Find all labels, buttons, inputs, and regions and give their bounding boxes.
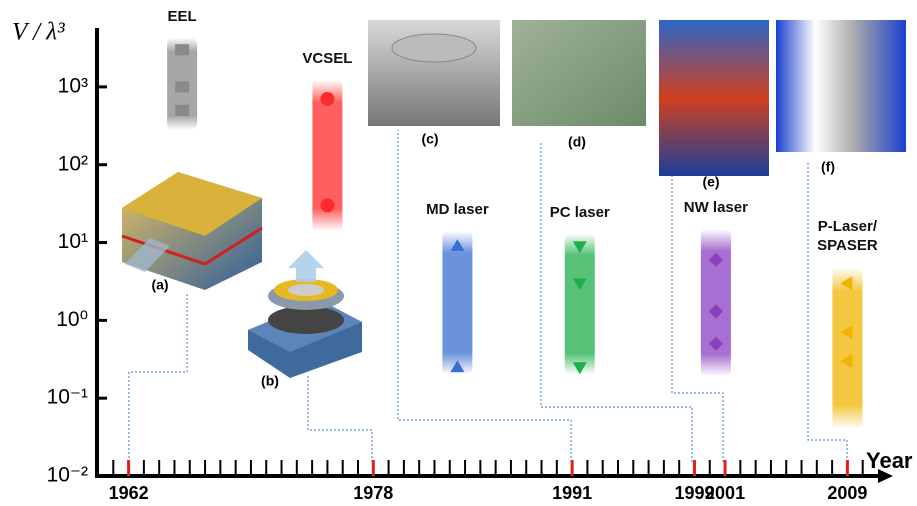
y-tick-label: 10² [58,152,88,175]
y-tick-label: 10¹ [58,230,88,253]
marker [450,239,465,251]
marker [708,336,723,351]
range-bar [442,231,473,375]
marker [840,354,853,369]
connector [807,163,848,462]
marker [320,198,335,213]
connector [671,176,724,462]
y-tick-label: 10⁻² [47,464,88,487]
panel-f-image [776,20,906,152]
connector [397,130,572,462]
series-name: VCSEL [302,49,353,67]
marker [708,304,723,319]
marker [175,104,190,116]
panel-b-device [248,250,362,378]
panel-label: (e) [702,174,719,190]
panel-label: (f) [821,159,835,175]
series-name: PC laser [549,203,610,221]
x-tick-label: 1991 [552,483,592,503]
x-tick-label: 1962 [109,483,149,503]
panel-label: (a) [151,277,168,293]
y-tick-label: 10³ [58,74,88,97]
x-tick-label: 1978 [353,483,393,503]
panel-e-image [659,20,769,176]
x-tick-label: 2001 [705,483,745,503]
series-name: EEL [167,7,197,25]
panel-a-device [121,172,263,290]
range-bar [564,233,595,375]
connector [540,143,693,462]
range-bar [700,228,731,377]
panel-label: (b) [261,373,279,389]
range-bar [832,267,863,430]
panel-label: (d) [568,134,586,150]
y-tick-label: 10⁻¹ [47,386,88,409]
panel-label: (c) [421,131,438,147]
marker [572,278,587,291]
range-bar [312,79,343,232]
series-name: MD laser [426,201,489,219]
marker [320,91,335,106]
marker [708,252,723,267]
y-axis-label: V / λ³ [12,19,65,46]
series-name: P-Laser/ SPASER [817,218,878,255]
connector [307,374,373,462]
x-tick-label: 2009 [827,483,867,503]
marker [572,362,587,375]
connector [128,292,188,462]
marker [175,44,190,56]
panel-c-disk [391,33,477,63]
y-tick-label: 10⁰ [56,308,88,331]
marker [840,276,853,291]
marker [450,360,465,373]
marker [572,241,587,254]
marker [175,81,190,93]
x-tick-label: 1999 [674,483,714,503]
marker [840,325,853,340]
x-axis-arrow [878,469,893,483]
panel-d-image [512,20,646,126]
x-axis-label: Year [866,448,913,473]
series-name: NW laser [683,198,748,216]
